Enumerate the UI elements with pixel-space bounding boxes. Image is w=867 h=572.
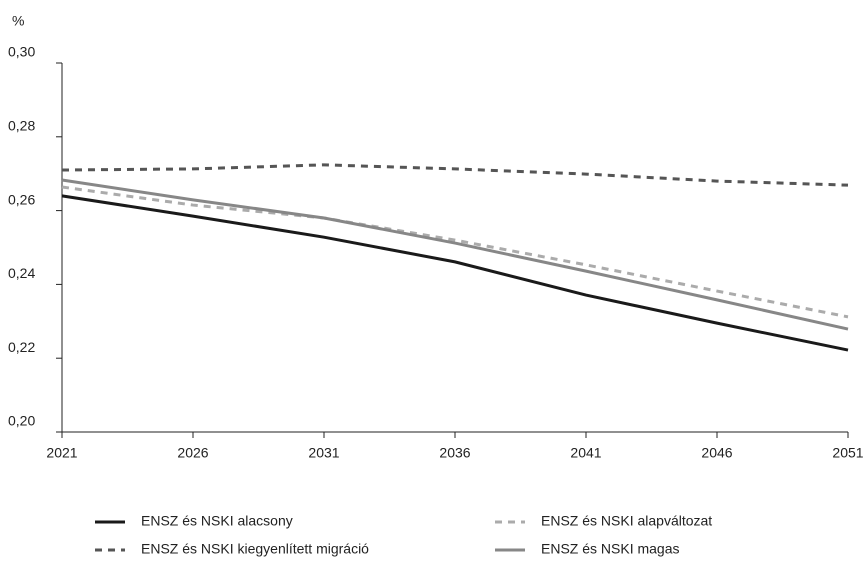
y-tick-label: 0,24 [8,265,35,281]
series-line [61,178,849,331]
x-tick-label: 2046 [701,445,732,461]
x-tick-label: 2021 [46,445,77,461]
legend-label: ENSZ és NSKI kiegyenlített migráció [141,541,369,557]
x-tick-label: 2031 [308,445,339,461]
series-line [61,194,849,352]
x-tick-label: 2051 [832,445,863,461]
legend-label: ENSZ és NSKI alapváltozat [541,513,712,529]
y-tick-label: 0,28 [8,118,35,134]
x-tick-label: 2036 [439,445,470,461]
y-tick-label: 0,30 [8,44,35,60]
legend-label: ENSZ és NSKI alacsony [141,513,293,529]
series-line [61,185,849,319]
series-line [61,163,849,187]
y-tick-label: 0,22 [8,339,35,355]
x-tick-label: 2026 [177,445,208,461]
x-tick-label: 2041 [570,445,601,461]
y-tick-label: 0,20 [8,413,35,429]
y-axis-label: % [12,13,24,29]
y-tick-label: 0,26 [8,191,35,207]
legend-label: ENSZ és NSKI magas [541,541,680,557]
